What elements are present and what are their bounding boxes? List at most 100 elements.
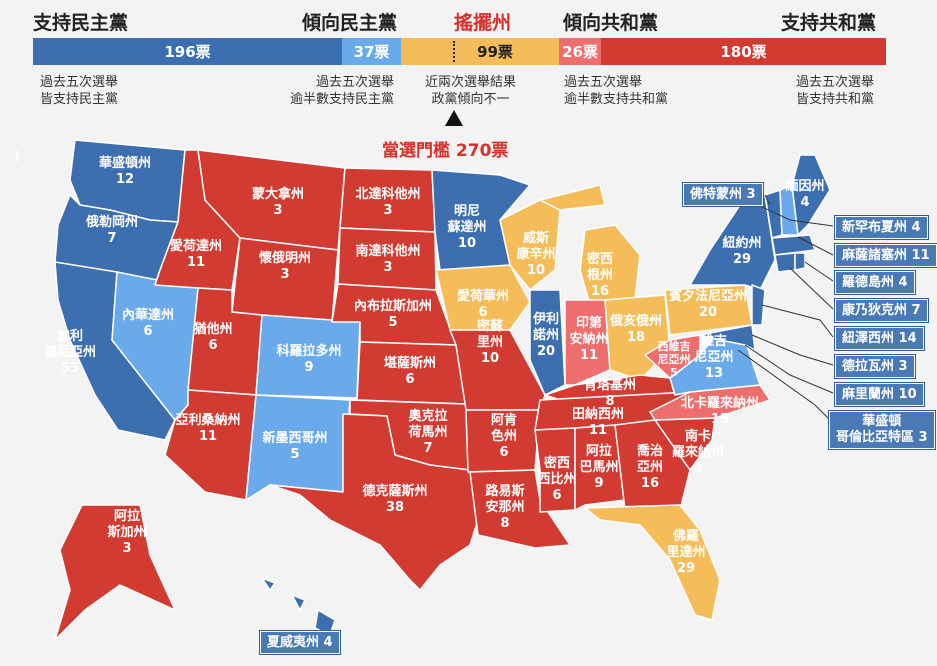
state-label-mn: 明尼蘇達州 10 bbox=[446, 204, 486, 251]
note-line: 近兩次選舉結果 bbox=[425, 75, 517, 90]
state-label-mi: 密西根州 16 bbox=[586, 251, 613, 299]
state-wv bbox=[644, 334, 701, 379]
state-label-al: 阿拉巴馬州 9 bbox=[579, 443, 618, 491]
bar-swing-label: 99票 bbox=[477, 43, 513, 61]
state-nj bbox=[751, 284, 766, 326]
note-line: 過去五次選舉 bbox=[40, 75, 119, 90]
leader-lines bbox=[737, 194, 834, 421]
box-ri: 羅德島州 4 bbox=[835, 271, 915, 294]
state-ak bbox=[54, 504, 176, 641]
state-label-la: 路易斯安那州 8 bbox=[485, 483, 524, 531]
state-label-nv: 內華達州 6 bbox=[122, 307, 174, 339]
state-md bbox=[699, 324, 756, 351]
box-de: 德拉瓦州 3 bbox=[835, 355, 915, 378]
state-label-wi: 威斯康辛州 10 bbox=[516, 230, 555, 278]
state-label-ut: 猶他州 6 bbox=[192, 321, 232, 353]
state-label-va: 維吉尼亞州 13 bbox=[694, 333, 733, 381]
state-label-ne: 內布拉斯加州 5 bbox=[354, 298, 432, 330]
state-label-ar: 阿肯色州 6 bbox=[491, 412, 517, 460]
bar-swing: 99票 bbox=[401, 38, 559, 65]
state-label-ny: 紐約州 29 bbox=[722, 235, 761, 267]
state-ia bbox=[435, 264, 531, 331]
box-ct: 康乃狄克州 7 bbox=[835, 299, 928, 322]
note-line: 政黨傾向不一 bbox=[431, 92, 510, 107]
bar-lean-dem: 37票 bbox=[342, 38, 401, 65]
state-label-mo: 密蘇里州 10 bbox=[476, 318, 504, 366]
state-mi-up bbox=[539, 184, 606, 211]
header-lean-rep: 傾向共和黨 bbox=[563, 12, 659, 34]
box-ma: 麻薩諸塞州 11 bbox=[835, 244, 937, 267]
state-label-tn: 田納西州 11 bbox=[572, 406, 624, 438]
state-label-me: 緬因州 4 bbox=[785, 178, 824, 210]
note-lean-rep: 過去五次選舉 逾半數支持共和黨 bbox=[564, 74, 668, 108]
note-line: 過去五次選舉 bbox=[796, 75, 875, 90]
bar-lean-rep: 26票 bbox=[559, 38, 601, 65]
header-solid-rep: 支持共和黨 bbox=[781, 12, 877, 34]
state-label-nm: 新墨西哥州 5 bbox=[262, 430, 327, 462]
state-label-il: 伊利諾州 20 bbox=[532, 311, 559, 359]
state-label-ms: 密西西比州 6 bbox=[537, 455, 576, 503]
state-label-id: 愛荷達州 11 bbox=[170, 238, 222, 270]
note-line: 逾半數支持共和黨 bbox=[564, 92, 669, 107]
state-label-wv: 西維吉尼亞州 5 bbox=[658, 339, 691, 379]
header-solid-dem: 支持民主黨 bbox=[33, 12, 129, 34]
state-ma bbox=[771, 234, 816, 256]
state-label-nc: 北卡羅來納州 15 bbox=[681, 395, 759, 427]
state-label-ks: 堪薩斯州 6 bbox=[384, 355, 436, 387]
threshold-label: 當選門檻 270票 bbox=[382, 141, 509, 161]
state-label-in: 印第安納州 11 bbox=[569, 315, 608, 363]
state-label-wa: 華盛頓州 12 bbox=[99, 155, 151, 187]
note-swing: 近兩次選舉結果 政黨傾向不一 bbox=[425, 74, 516, 108]
state-label-sd: 南達科他州 3 bbox=[355, 243, 420, 275]
state-label-sc: 南卡羅來納州 9 bbox=[672, 428, 724, 476]
box-dc-line: 哥倫比亞特區 3 bbox=[836, 430, 928, 445]
note-line: 皆支持民主黨 bbox=[40, 92, 119, 107]
state-in bbox=[564, 299, 611, 386]
state-fl bbox=[584, 504, 721, 621]
note-line: 皆支持共和黨 bbox=[796, 92, 875, 107]
state-al bbox=[574, 424, 626, 511]
note-line: 逾半數支持民主黨 bbox=[290, 92, 395, 107]
state-label-tx: 德克薩斯州 38 bbox=[362, 483, 427, 515]
state-label-oh: 俄亥俄州 18 bbox=[609, 313, 662, 345]
state-label-nd: 北達科他州 3 bbox=[355, 186, 420, 218]
state-label-ia: 愛荷華州 6 bbox=[457, 288, 509, 320]
note-line: 過去五次選舉 bbox=[564, 75, 643, 90]
marker-tick bbox=[16, 151, 19, 161]
state-label-pa: 賓夕法尼亞州 20 bbox=[668, 288, 747, 320]
header-lean-dem: 傾向民主黨 bbox=[302, 12, 398, 34]
state-label-ky: 肯塔基州 8 bbox=[584, 377, 636, 409]
state-ri bbox=[794, 252, 806, 271]
box-nh: 新罕布夏州 4 bbox=[835, 216, 928, 239]
state-label-or: 俄勒岡州 7 bbox=[85, 214, 138, 246]
state-label-co: 科羅拉多州 9 bbox=[276, 343, 341, 375]
header-swing: 搖擺州 bbox=[454, 12, 512, 34]
state-tx bbox=[269, 413, 479, 591]
state-ga bbox=[614, 419, 691, 511]
state-label-ak: 阿拉斯加州 3 bbox=[107, 508, 146, 556]
threshold-arrow-icon bbox=[445, 110, 463, 126]
state-hi bbox=[261, 577, 336, 636]
state-label-az: 亞利桑納州 11 bbox=[175, 412, 240, 444]
state-sd bbox=[337, 227, 437, 291]
state-label-ga: 喬治亞州 16 bbox=[636, 443, 663, 491]
state-me bbox=[791, 154, 831, 236]
bar-solid-rep: 180票 bbox=[601, 38, 886, 65]
box-hi: 夏威夷州 4 bbox=[260, 631, 340, 654]
threshold-marker bbox=[453, 41, 455, 62]
box-dc-line: 華盛頓 bbox=[862, 414, 902, 429]
state-label-ok: 奧克拉荷馬州 7 bbox=[407, 408, 447, 456]
state-ct bbox=[774, 252, 796, 273]
box-dc: 華盛頓 哥倫比亞特區 3 bbox=[829, 411, 935, 449]
note-lean-dem: 過去五次選舉 逾半數支持民主黨 bbox=[290, 74, 394, 108]
box-nj: 紐澤西州 14 bbox=[835, 327, 924, 350]
box-md: 麻里蘭州 10 bbox=[835, 383, 924, 406]
state-label-fl: 佛羅里達州 29 bbox=[666, 528, 705, 576]
state-va bbox=[669, 329, 761, 396]
state-label-ca: 加利福尼亞州 55 bbox=[43, 328, 96, 376]
note-line: 過去五次選舉 bbox=[316, 75, 395, 90]
state-label-mt: 蒙大拿州 3 bbox=[252, 186, 304, 218]
bar-solid-dem: 196票 bbox=[33, 38, 342, 65]
state-la bbox=[469, 469, 571, 549]
